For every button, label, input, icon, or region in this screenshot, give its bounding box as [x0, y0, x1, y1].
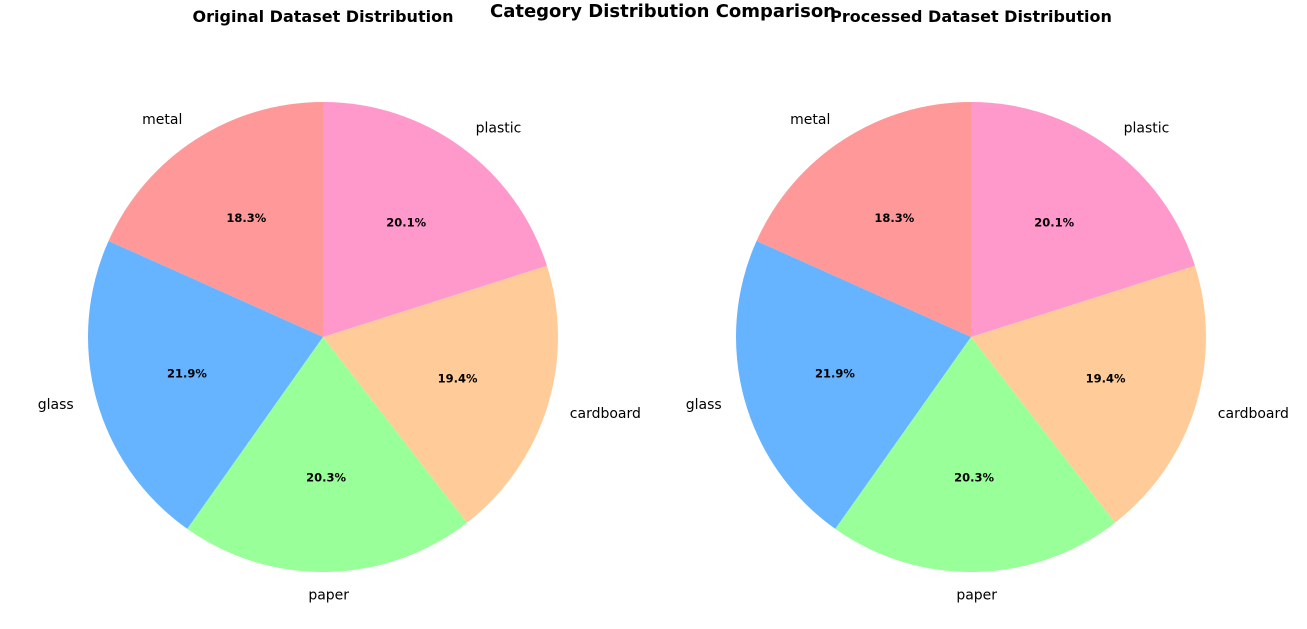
figure-suptitle: Category Distribution Comparison [490, 1, 836, 22]
pie-category-label-glass-original: glass [38, 397, 74, 413]
pie-labels-original: metal 18.3% glass 21.9% paper 20.3% cardboard 1… [38, 112, 641, 603]
pie-slices-processed [736, 101, 1206, 573]
pie-percent-label-glass-processed: 21.9% [815, 367, 855, 381]
pie-percent-label-cardboard-original: 19.4% [438, 371, 478, 385]
pie-category-label-glass-processed: glass [686, 397, 722, 413]
pie-chart-original: Original Dataset Distribution metal 18.3%… [38, 7, 641, 603]
pie-slice-paper-original [187, 337, 468, 573]
pie-percent-label-cardboard-processed: 19.4% [1086, 371, 1126, 385]
pie-category-label-metal-processed: metal [790, 112, 830, 128]
pie-slices-original [88, 101, 558, 573]
pie-category-label-metal-original: metal [142, 112, 182, 128]
pie-percent-label-metal-processed: 18.3% [874, 211, 914, 225]
pie-labels-processed: metal 18.3% glass 21.9% paper 20.3% cardboard 1… [686, 112, 1289, 603]
pie-category-label-plastic-processed: plastic [1124, 120, 1170, 136]
pie-percent-label-metal-original: 18.3% [226, 211, 266, 225]
pie-category-label-paper-processed: paper [956, 587, 997, 603]
pie-category-label-paper-original: paper [308, 587, 349, 603]
pie-category-label-plastic-original: plastic [476, 120, 522, 136]
pie-chart-processed: Processed Dataset Distribution metal 18.3… [686, 7, 1289, 603]
pie-slice-glass-processed [736, 240, 971, 529]
pie-slice-cardboard-processed [971, 265, 1206, 523]
pie-slice-metal-original [108, 102, 324, 337]
pie-title-original: Original Dataset Distribution [193, 7, 454, 26]
pie-category-label-cardboard-original: cardboard [570, 406, 641, 422]
pie-percent-label-plastic-processed: 20.1% [1034, 216, 1074, 230]
pie-percent-label-glass-original: 21.9% [167, 367, 207, 381]
pie-percent-label-plastic-original: 20.1% [386, 216, 426, 230]
pie-slice-cardboard-original [323, 265, 558, 523]
pie-title-processed: Processed Dataset Distribution [830, 7, 1112, 26]
pie-slice-metal-processed [756, 102, 971, 337]
pie-slice-plastic-original [323, 101, 547, 338]
pie-percent-label-paper-processed: 20.3% [954, 471, 994, 485]
pie-slice-plastic-processed [971, 101, 1195, 337]
pie-slice-glass-original [88, 240, 323, 529]
pie-slice-paper-processed [835, 337, 1116, 573]
pie-percent-label-paper-original: 20.3% [306, 471, 346, 485]
pie-category-label-cardboard-processed: cardboard [1218, 406, 1289, 422]
